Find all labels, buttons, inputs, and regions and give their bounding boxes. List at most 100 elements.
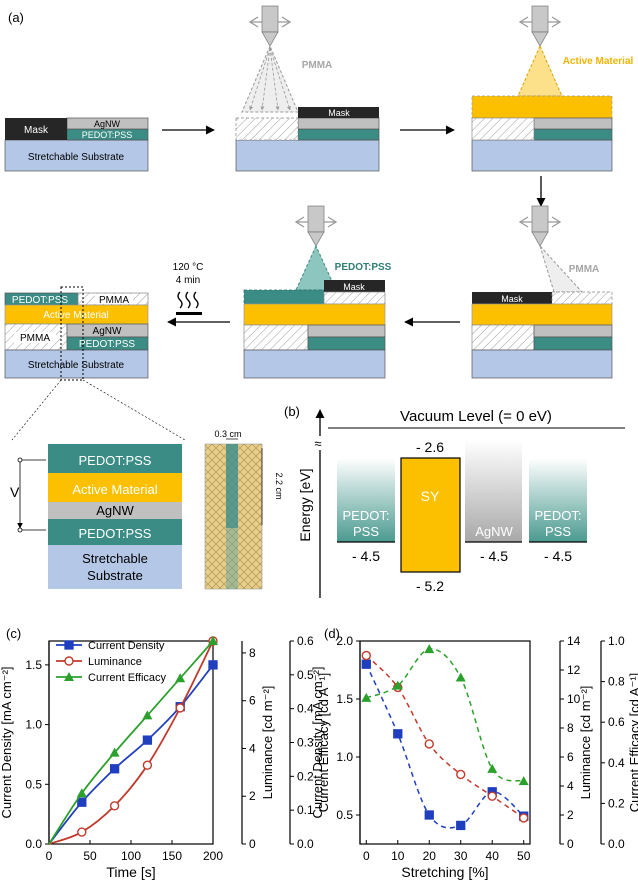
final-pmma-bottom-label: PMMA xyxy=(20,333,50,344)
spray-label-pmma: PMMA xyxy=(302,60,333,71)
tick-label: 10 xyxy=(391,849,405,863)
pedot-right-label-1: PEDOT: xyxy=(535,508,582,523)
energy-diagram: (b) ≈ Energy [eV] Vacuum Level (= 0 eV) … xyxy=(284,404,625,598)
data-point-square xyxy=(456,820,466,831)
data-point-triangle xyxy=(142,710,153,720)
data-point-triangle xyxy=(392,680,403,690)
spray-label-pedot: PEDOT:PSS xyxy=(335,262,392,273)
data-point-triangle xyxy=(455,672,466,682)
data-point-circle xyxy=(519,813,529,823)
final-stack: PEDOT:PSS PMMA Active Material PMMA AgNW… xyxy=(4,286,186,441)
tick-label: 6 xyxy=(249,694,256,708)
tick-label: 1.5 xyxy=(336,692,353,706)
tick-label: 0.4 xyxy=(297,702,314,716)
heat-icon xyxy=(177,291,199,309)
spray-nozzle xyxy=(518,5,562,47)
voltage-label: V xyxy=(10,484,20,500)
axis-break: ≈ xyxy=(314,436,321,451)
legend-marker xyxy=(64,656,74,666)
tick-label: 1.5 xyxy=(25,658,42,672)
tick-label: 0.0 xyxy=(297,837,314,851)
tick-label: 0.4 xyxy=(608,756,625,770)
agnw-energy-value: - 4.5 xyxy=(480,548,508,564)
tick-label: 4 xyxy=(249,741,256,755)
agnw-label: AgNW xyxy=(94,119,121,129)
panel-label-c: (c) xyxy=(6,626,21,641)
data-point-triangle xyxy=(361,692,372,702)
tick-label: 0 xyxy=(567,837,574,851)
tick-label: 0.8 xyxy=(608,675,625,689)
final-substrate-label: Stretchable Substrate xyxy=(28,360,125,371)
tick-label: 50 xyxy=(83,849,97,863)
tick-label: 100 xyxy=(121,849,141,863)
data-point-square xyxy=(424,810,434,820)
tick-label: 1.0 xyxy=(25,718,42,732)
final-agnw-label: AgNW xyxy=(93,326,122,337)
device-layer-5b: Substrate xyxy=(87,568,143,583)
tick-label: 8 xyxy=(249,646,256,660)
plot-frame xyxy=(359,640,531,845)
data-point-circle xyxy=(424,739,434,749)
chart-c: 0 50 100 150 200 Time [s] 0.0 0.5 1.0 1.5 Current … xyxy=(0,634,331,880)
tick-label: 0.0 xyxy=(25,837,42,851)
device-layer-3: AgNW xyxy=(96,503,134,518)
data-point-circle xyxy=(77,827,87,837)
zoom-box xyxy=(60,286,84,381)
data-point-circle xyxy=(361,650,371,661)
data-point-circle xyxy=(142,760,153,770)
data-point-triangle xyxy=(109,747,120,757)
data-point-square xyxy=(361,659,371,669)
height-dimension: 2.2 cm xyxy=(274,472,284,499)
final-pedot-bottom-label: PEDOT:PSS xyxy=(79,339,135,350)
tick-label: 0.3 xyxy=(297,736,314,750)
data-point-triangle xyxy=(487,763,498,773)
tick-label: 2.0 xyxy=(336,634,353,648)
pedot-left-label-1: PEDOT: xyxy=(343,508,390,523)
axis-label: Luminance [cd m⁻²] xyxy=(578,686,593,800)
axis-label: Luminance [cd m⁻²] xyxy=(260,686,275,800)
sy-lumo-value: - 2.6 xyxy=(416,439,444,455)
spray-nozzle xyxy=(518,205,562,247)
tick-label: 0.2 xyxy=(297,769,314,783)
data-point-circle xyxy=(175,703,185,713)
tick-label: 8 xyxy=(567,721,574,735)
data-point-square xyxy=(109,764,120,774)
tick-label: 0 xyxy=(46,849,53,863)
tick-label: 1.0 xyxy=(336,750,353,764)
tick-label: 10 xyxy=(567,692,581,706)
series-trend-square xyxy=(365,663,525,829)
spray-nozzle xyxy=(294,205,338,247)
series-trend-circle xyxy=(365,654,525,819)
data-point-circle xyxy=(487,791,497,801)
sy-homo-value: - 5.2 xyxy=(416,578,444,594)
device-layer-4: PEDOT:PSS xyxy=(79,526,152,541)
pedot-left-label-2: PSS xyxy=(353,524,379,539)
tick-label: 40 xyxy=(486,849,500,863)
substrate-label: Stretchable Substrate xyxy=(28,152,125,163)
final-pedot-label: PEDOT:PSS xyxy=(12,295,68,306)
agnw-energy-label: AgNW xyxy=(475,524,513,539)
x-axis-label: Stretching [%] xyxy=(401,864,488,880)
stack-step-3: Active Material xyxy=(471,5,634,172)
pedot-right-value: - 4.5 xyxy=(544,548,572,564)
series-line-triangle xyxy=(48,640,214,845)
tick-label: 150 xyxy=(162,849,182,863)
legend-label: Luminance xyxy=(88,656,142,668)
tick-label: 0.5 xyxy=(336,808,353,822)
final-pmma-top-label: PMMA xyxy=(99,295,129,306)
anneal-time: 4 min xyxy=(176,275,200,286)
anneal-step: 120 °C 4 min xyxy=(167,262,230,327)
tick-label: 0.1 xyxy=(297,803,314,817)
stack-step-5: PEDOT:PSS Mask xyxy=(243,205,392,379)
stack-step-4: PMMA Mask xyxy=(471,205,613,379)
axis-label: Current Efficacy [cd A⁻¹] xyxy=(627,673,638,813)
tick-label: 1.0 xyxy=(608,634,625,648)
panel-label-b: (b) xyxy=(284,404,300,419)
tick-label: 0 xyxy=(249,837,256,851)
legend-marker xyxy=(64,640,74,650)
axis-label: Current Efficacy [cd A⁻¹] xyxy=(316,673,331,813)
width-dimension: 0.3 cm xyxy=(214,429,241,439)
spray-label-pmma-2: PMMA xyxy=(569,264,600,275)
